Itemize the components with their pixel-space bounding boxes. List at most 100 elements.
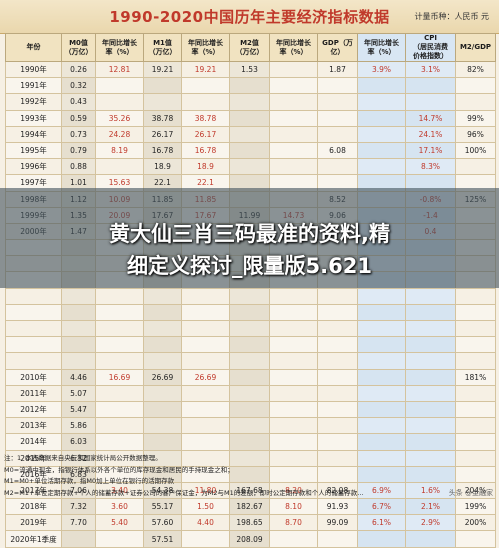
table-cell: 2013年 xyxy=(5,417,62,435)
overlay-banner xyxy=(0,188,499,288)
table-row: 1997年 1.01 15.63 22.1 22.1 xyxy=(5,174,496,192)
footnote-line: M0=流通中现金，指银行体系以外各个单位的库存现金和居民的手持现金之和； xyxy=(4,465,234,474)
table-cell xyxy=(317,287,358,305)
table-cell xyxy=(317,352,358,370)
table-cell: 0.43 xyxy=(61,93,96,111)
table-cell: 14.7% xyxy=(405,109,456,127)
table-cell xyxy=(61,287,96,305)
table-cell xyxy=(181,433,230,451)
sheet-title: 1990-2020中国历年主要经济指标数据 xyxy=(109,8,390,26)
table-cell xyxy=(95,352,144,370)
table-cell xyxy=(143,303,182,322)
table-cell: 167.68 xyxy=(229,481,270,500)
table-cell: 6.03 xyxy=(61,433,96,451)
table-cell xyxy=(95,400,144,419)
table-cell: 6.1% xyxy=(357,514,406,532)
title-bar: 1990-2020中国历年主要经济指标数据 计量币种：人民币 元 xyxy=(0,0,499,34)
table-cell xyxy=(317,174,358,192)
table-cell: 0.79 xyxy=(61,141,96,160)
currency-unit: 计量币种：人民币 元 xyxy=(414,12,489,21)
table-cell xyxy=(317,77,358,95)
table-cell xyxy=(229,287,270,305)
table-cell xyxy=(143,433,182,451)
table-cell xyxy=(143,336,182,354)
table-cell xyxy=(5,303,62,322)
table-row: 2015年 6.32 xyxy=(5,449,496,467)
table-cell: 2014年 xyxy=(5,433,62,451)
table-cell: 2012年 xyxy=(5,400,62,419)
table-cell xyxy=(405,287,456,305)
table-cell: 182.67 xyxy=(229,498,270,516)
table-cell: 2019年 xyxy=(5,514,62,532)
table-cell: 16.69 xyxy=(95,368,144,386)
table-cell xyxy=(357,530,406,548)
table-cell xyxy=(317,384,358,402)
table-cell xyxy=(5,352,62,370)
table-cell xyxy=(61,303,96,322)
table-cell xyxy=(317,319,358,338)
table-cell: 208.09 xyxy=(229,530,270,548)
table-cell xyxy=(455,336,496,354)
table-cell: 26.17 xyxy=(181,125,230,143)
table-cell xyxy=(317,303,358,322)
overlay-text-line1: 黄大仙三肖三码最准的资料,精 xyxy=(109,222,390,246)
table-cell xyxy=(357,400,406,419)
table-cell: 15.63 xyxy=(95,174,144,192)
table-cell xyxy=(61,352,96,370)
watermark: 头条 @金融家 xyxy=(448,489,493,497)
table-cell xyxy=(357,336,406,354)
table-row: 2013年 5.86 xyxy=(5,417,496,435)
table-cell xyxy=(455,465,496,483)
table-cell xyxy=(269,109,318,127)
table-cell: 200% xyxy=(455,514,496,532)
table-cell: 19.21 xyxy=(181,60,230,79)
table-cell: 8.3% xyxy=(405,158,456,176)
col-header-gdp: GDP（万亿） xyxy=(317,33,358,62)
table-cell xyxy=(269,384,318,402)
table-row: 2010年 4.46 16.69 26.69 26.69 181% xyxy=(5,368,496,386)
table-cell: 1.6% xyxy=(405,481,456,500)
table-cell xyxy=(455,417,496,435)
table-cell: 5.07 xyxy=(61,384,96,402)
table-cell: 16.78 xyxy=(143,141,182,160)
table-row: 2019年 7.70 5.40 57.60 4.40 198.65 8.70 99.09 6.1… xyxy=(5,514,496,532)
table-cell: 16.78 xyxy=(181,141,230,160)
table-cell xyxy=(229,465,270,483)
table-cell xyxy=(269,174,318,192)
table-cell xyxy=(269,141,318,160)
table-cell: 55.17 xyxy=(143,498,182,516)
col-header-m0: M0值 （万亿） xyxy=(61,33,96,62)
table-cell xyxy=(405,77,456,95)
overlay-text-line2: 细定义探讨_限量版5.621 xyxy=(127,254,372,278)
table-cell: 99% xyxy=(455,109,496,127)
table-cell xyxy=(405,352,456,370)
table-cell: 1994年 xyxy=(5,125,62,143)
table-cell xyxy=(405,417,456,435)
table-cell xyxy=(181,336,230,354)
table-cell: 18.9 xyxy=(143,158,182,176)
footnote-line: M1=M0+单位活期存款，指M0加上单位在银行的活期存款 xyxy=(4,477,175,485)
col-header-m2-growth: 年同比增长 率（%） xyxy=(269,33,318,62)
table-cell xyxy=(143,384,182,402)
table-cell: 0.59 xyxy=(61,109,96,127)
table-cell xyxy=(229,368,270,386)
footnotes: 注：1. 本表数据来自央行和国家统计局公开数据整理。 M0=流通中现金，指银行体… xyxy=(4,453,496,499)
table-cell xyxy=(317,158,358,176)
table-cell xyxy=(95,303,144,322)
table-cell: 6.7% xyxy=(357,498,406,516)
table-cell xyxy=(405,93,456,111)
table-cell: 1.01 xyxy=(61,174,96,192)
table-cell xyxy=(143,77,182,95)
table-cell xyxy=(229,303,270,322)
table-cell xyxy=(405,336,456,354)
table-cell xyxy=(5,336,62,354)
table-cell xyxy=(455,319,496,338)
table-cell xyxy=(181,303,230,322)
table-cell xyxy=(405,319,456,338)
table-cell: 1.50 xyxy=(181,498,230,516)
table-cell: 12.81 xyxy=(95,60,144,79)
table-cell: 57.60 xyxy=(143,514,182,532)
table-cell: 2.1% xyxy=(405,498,456,516)
table-cell xyxy=(229,417,270,435)
table-cell xyxy=(95,158,144,176)
